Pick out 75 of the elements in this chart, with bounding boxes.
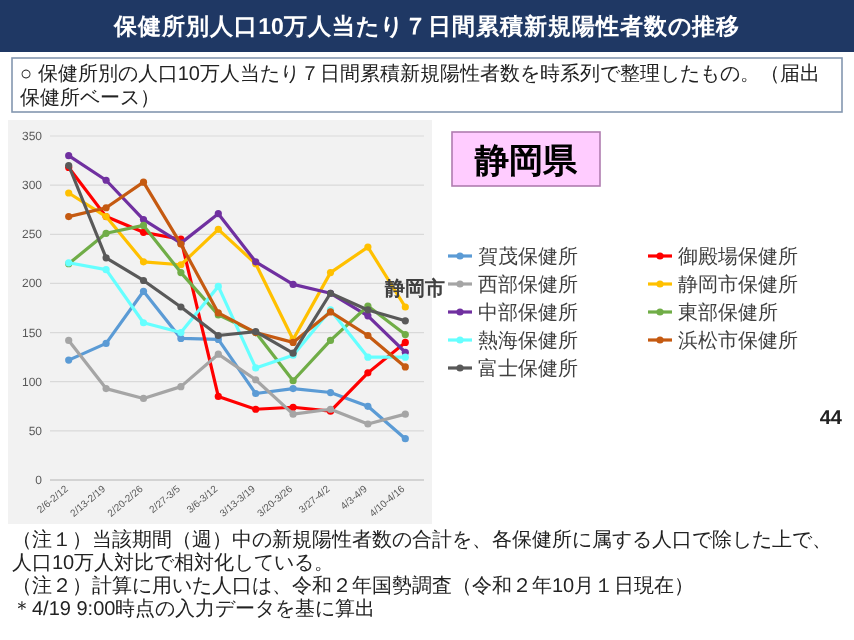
point: [289, 403, 297, 411]
point: [364, 402, 372, 410]
chart-title: 保健所別人口10万人当たり７日間累積新規陽性者数の推移: [112, 12, 740, 40]
point: [102, 254, 110, 262]
point: [252, 405, 260, 413]
point: [289, 280, 297, 289]
point: [177, 303, 185, 311]
point: [364, 420, 372, 428]
point: [177, 383, 185, 391]
point: [65, 212, 73, 221]
point: [65, 336, 73, 345]
point: [65, 356, 73, 364]
point: [364, 312, 372, 320]
point: [401, 330, 409, 339]
text: 44: [819, 408, 843, 430]
point: [177, 334, 185, 343]
point: [177, 269, 185, 277]
text: （注２）計算に用いた人口は、令和２年国勢調査（令和２年10月１日現在）: [12, 574, 695, 598]
point: [102, 266, 110, 274]
point: [139, 276, 148, 285]
legend-label: 御殿場保健所: [678, 245, 798, 269]
point: [364, 353, 372, 361]
point: [65, 189, 73, 197]
legend-label: 静岡市保健所: [678, 273, 798, 297]
point: [139, 258, 148, 266]
point: [139, 394, 148, 403]
legend-label: 東部保健所: [678, 301, 778, 325]
point: [326, 336, 335, 345]
point: [252, 376, 260, 384]
point: [401, 303, 409, 311]
point: [139, 228, 148, 236]
point: [139, 178, 148, 186]
point: [139, 319, 148, 327]
point: [214, 392, 222, 401]
legend-label: 中部保健所: [478, 301, 578, 325]
point: [102, 204, 110, 212]
point: [252, 364, 260, 372]
point: [139, 287, 148, 295]
point: [364, 369, 372, 377]
text: （注１）当該期間（週）中の新規陽性者数の合計を、各保健所に属する人口で除した上で、人口10万人対比で相対化している。: [12, 528, 832, 575]
legend-label: 浜松市保健所: [678, 329, 798, 353]
point: [289, 410, 297, 418]
point: [102, 384, 110, 393]
point: [139, 221, 148, 230]
point: [214, 282, 222, 290]
point: [177, 328, 185, 337]
point: [401, 410, 409, 418]
point: [102, 229, 110, 237]
point: [289, 377, 297, 385]
point: [289, 384, 297, 393]
point: [102, 176, 110, 184]
legend-label: 西部保健所: [478, 273, 578, 297]
point: [252, 389, 260, 398]
legend-label: 賀茂保健所: [478, 245, 578, 269]
point: [102, 339, 110, 347]
point: [214, 350, 222, 358]
point: [326, 269, 335, 277]
legend-label: 富士保健所: [478, 357, 578, 381]
point: [401, 363, 409, 371]
point: [139, 215, 148, 224]
text: ＊4/19 9:00時点の入力データを基に算出: [12, 597, 376, 621]
point: [364, 243, 372, 251]
point: [214, 225, 222, 233]
point: [214, 210, 222, 218]
point: [401, 317, 409, 325]
point: [401, 338, 409, 346]
legend-label: 熱海保健所: [478, 329, 578, 353]
point: [401, 435, 409, 443]
text: 静岡県: [473, 142, 579, 180]
point: [326, 388, 335, 397]
point: [177, 261, 185, 269]
point: [65, 152, 73, 160]
point: [401, 353, 409, 361]
point: [364, 331, 372, 340]
chart-subtitle: ○ 保健所別の人口10万人当たり７日間累積新規陽性者数を時系列で整理したもの。（届出保健所ベース）: [20, 62, 820, 110]
